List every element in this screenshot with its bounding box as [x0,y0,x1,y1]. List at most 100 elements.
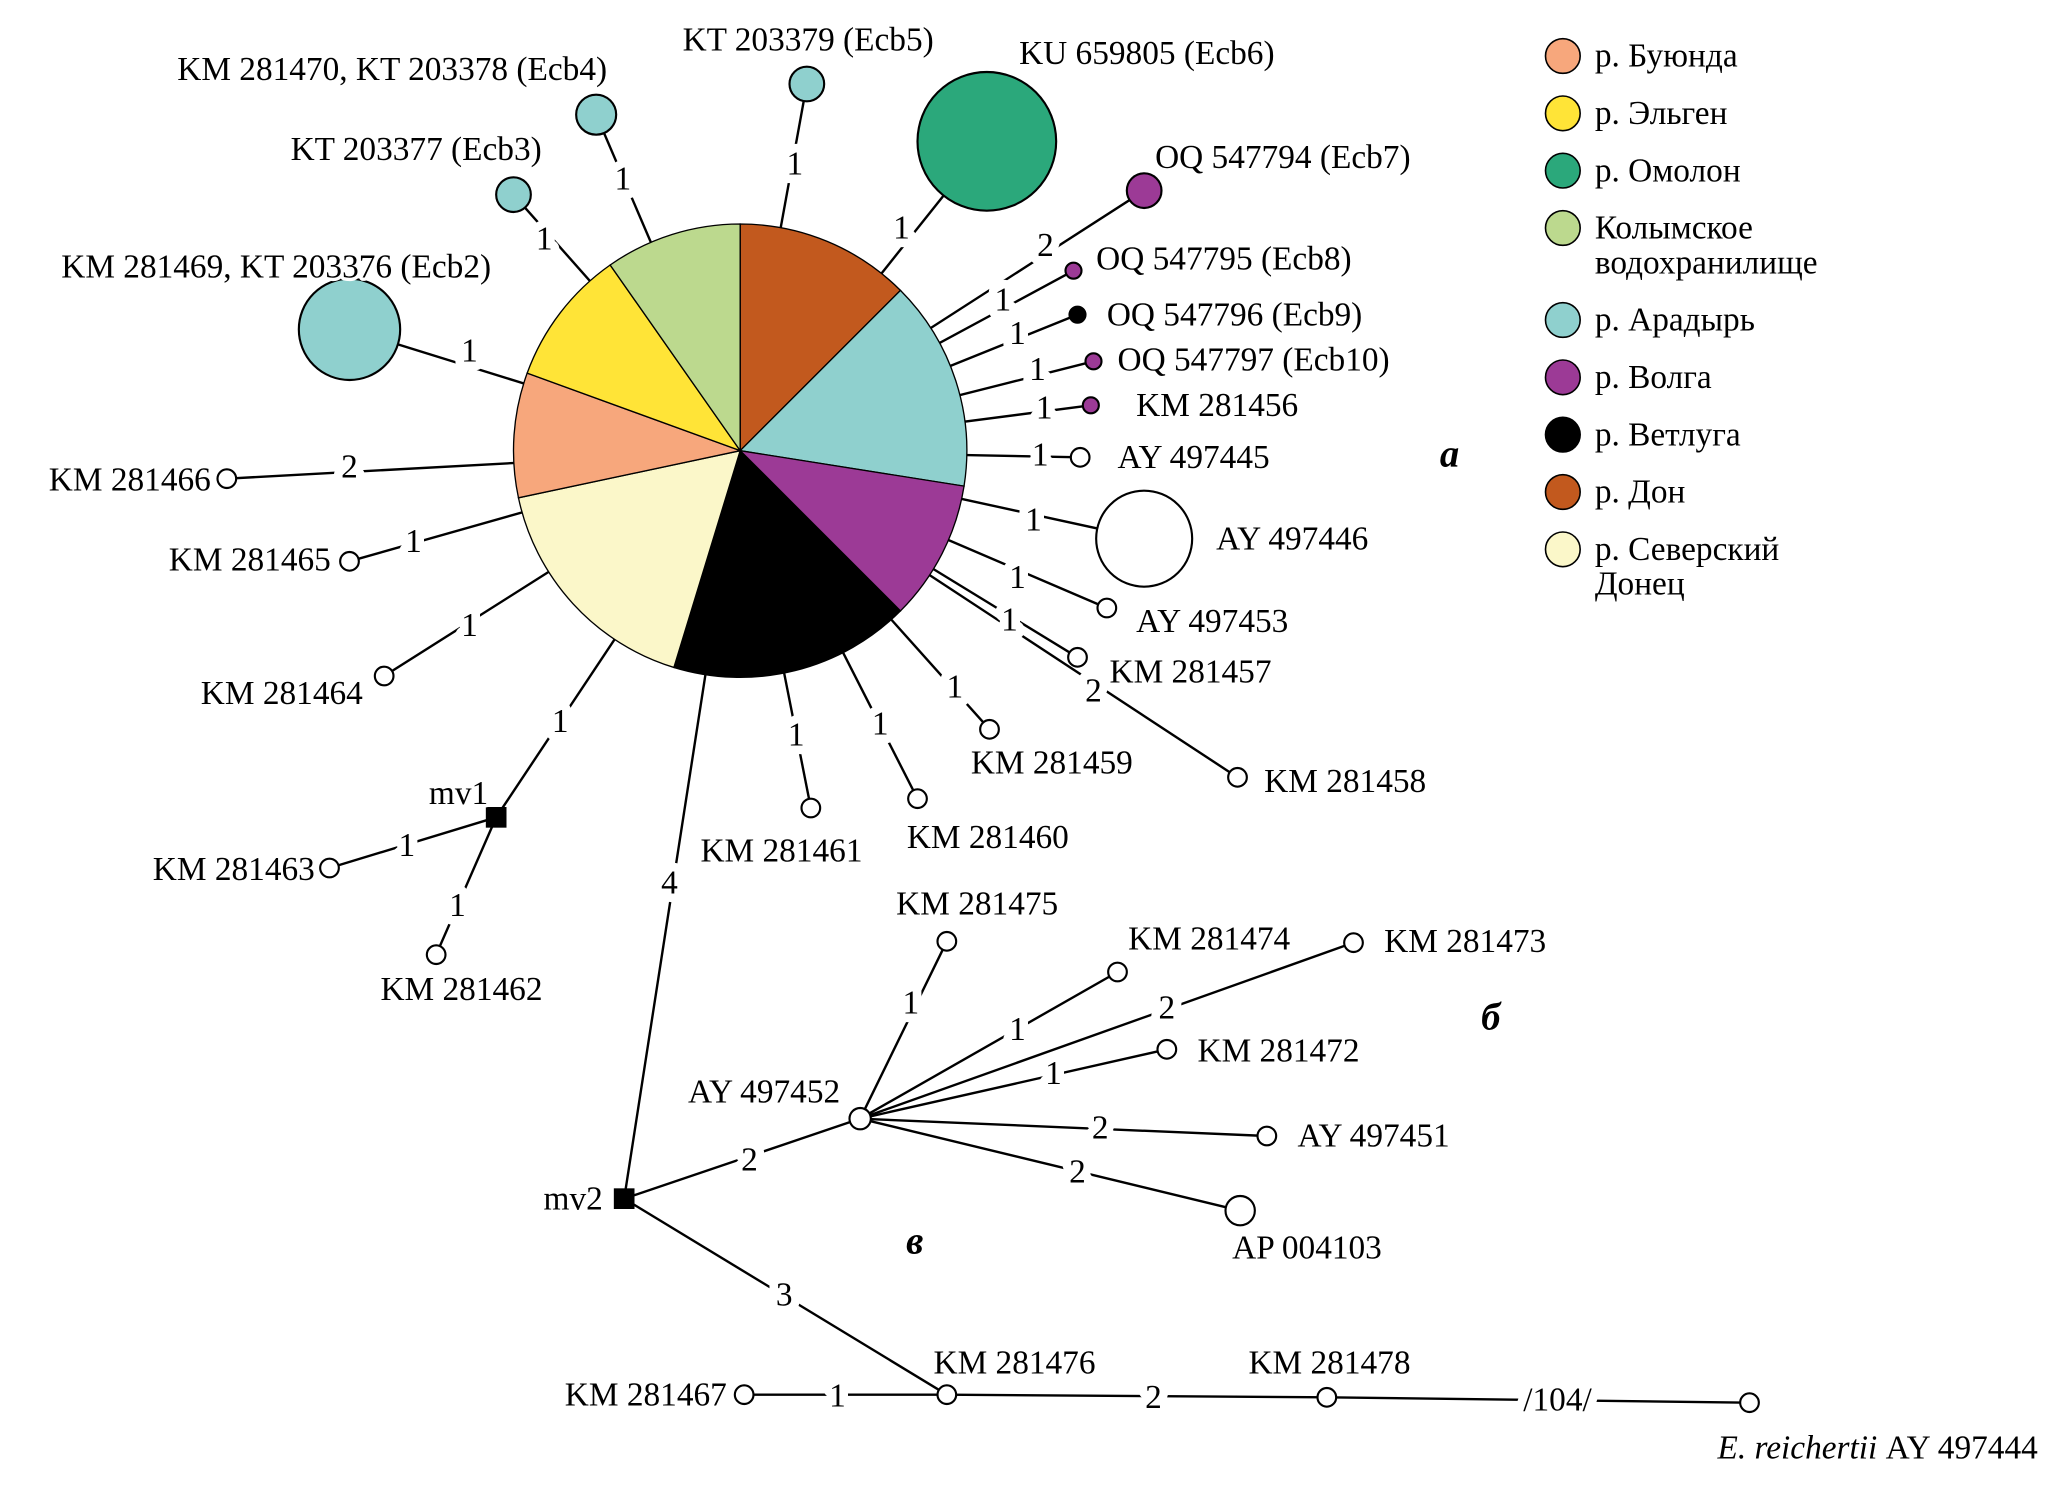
node-km281463 [319,857,340,879]
node-ecb10 [1084,352,1103,371]
node-km281465 [339,550,360,572]
legend-swatch-r-seversky-donets [1544,531,1581,568]
edge-label-ay497452-km281473: 2 [1158,990,1175,1027]
edge-label-pie-ecb8: 1 [994,282,1011,319]
node-km281474 [1107,961,1128,983]
section-label-б: б [1481,996,1502,1038]
node-label-km281478: KM 281478 [1248,1344,1410,1381]
node-km281473 [1343,932,1364,954]
node-ay497453 [1096,597,1118,619]
legend-label-kolymskoe-reservoir-line2: водохранилище [1595,244,1818,281]
edge-label-ay497452-ay497451: 2 [1092,1110,1109,1147]
node-label-km281476: KM 281476 [934,1344,1096,1381]
node-label-km281459: KM 281459 [971,744,1133,781]
node-ap004103 [1224,1194,1256,1227]
edge-label-pie-km281456: 1 [1036,390,1053,427]
legend-label-r-volga: р. Волга [1595,359,1712,396]
node-km281457 [1067,646,1088,668]
node-label-km281460: KM 281460 [907,819,1069,856]
node-ereichertii [1739,1392,1760,1414]
legend-label-kolymskoe-reservoir: Колымское [1595,210,1753,247]
edge-mv1-km281463 [329,816,497,870]
edge-label-km281476-km281478: 2 [1145,1379,1162,1416]
pie-slice-r-volga [738,449,965,612]
edge-ay497452-ap004103 [859,1117,1241,1212]
node-label-km281464: KM 281464 [201,675,363,712]
edge-label-pie-km281459: 1 [946,668,963,705]
pie-slice-r-elgen [526,264,742,453]
edge-label-mv1-km281463: 1 [398,827,415,864]
node-label-km281467: KM 281467 [565,1376,727,1413]
edge-label-ay497452-km281475: 1 [902,984,919,1021]
node-label-km281466: KM 281466 [49,462,211,499]
edge-label-pie-ecb7: 2 [1037,227,1054,264]
legend-label-r-elgen: р. Эльген [1595,95,1728,132]
node-km281475 [936,930,958,952]
node-ecb8 [1064,261,1083,280]
edge-label-pie-km281464: 1 [461,607,478,644]
node-label-km281458: KM 281458 [1264,763,1426,800]
legend-swatch-r-vetluga [1544,416,1581,453]
node-label-ay497445: AY 497445 [1118,439,1270,476]
node-ay497446 [1095,489,1194,588]
edge-mv2-ay497452 [623,1117,861,1200]
legend-swatch-kolymskoe-reservoir [1544,209,1581,247]
section-label-в: в [906,1220,923,1262]
node-label-ecb6: KU 659805 (Ecb6) [1019,35,1274,72]
node-label-km281463: KM 281463 [153,851,315,888]
node-km281462 [425,944,447,966]
edge-label-pie-km281458: 2 [1085,672,1102,709]
node-label-ay497452: AY 497452 [688,1074,840,1111]
node-km281476 [936,1384,958,1406]
node-ecb5 [788,65,826,103]
node-label-ecb3: KT 203377 (Ecb3) [291,131,542,168]
node-label-ecb2: KM 281469, KT 203376 (Ecb2) [61,248,491,285]
edge-label-ay497452-km281472: 1 [1045,1055,1062,1092]
pie-slice-r-vetluga [673,449,902,678]
edge-km281478-ereichertii [1326,1396,1750,1404]
node-km281478 [1316,1386,1338,1408]
node-label-ecb5: KT 203379 (Ecb5) [683,22,934,59]
legend-label-r-don: р. Дон [1595,474,1686,511]
edge-label-pie-ecb5: 1 [786,146,803,183]
node-km281472 [1156,1038,1178,1060]
node-label-km281456: KM 281456 [1136,387,1298,424]
edge-label-pie-ecb3: 1 [536,220,553,257]
legend-swatch-r-omolon [1544,152,1581,189]
node-km281467 [733,1384,755,1406]
node-label-km281474: KM 281474 [1128,920,1290,957]
node-km281466 [216,468,238,490]
node-label-ap004103: AP 004103 [1232,1230,1382,1267]
edge-label-ay497452-ap004103: 2 [1069,1154,1086,1191]
node-label-km281462: KM 281462 [380,971,542,1008]
legend-label-r-aradyr: р. Арадырь [1595,302,1755,339]
node-ay497452 [848,1106,872,1131]
node-label-ecb4: KM 281470, KT 203378 (Ecb4) [177,51,607,88]
node-km281464 [373,665,395,687]
node-label-km281475: KM 281475 [896,886,1058,923]
node-label-km281465: KM 281465 [169,542,331,579]
node-km281456 [1081,396,1100,415]
node-label-km281473: KM 281473 [1384,923,1546,960]
legend-label-r-omolon: р. Омолон [1595,152,1741,189]
node-km281460 [907,788,928,810]
node-km281458 [1227,766,1248,788]
section-label-а: а [1440,434,1459,476]
edge-ay497452-km281475 [859,940,948,1120]
pie-slice-r-aradyr [738,289,968,487]
edge-label-pie-km281457: 1 [1001,602,1018,639]
node-km281461 [800,797,822,819]
edge-ay497452-km281474 [859,970,1119,1120]
node-label-km281461: KM 281461 [700,832,862,869]
legend-label-r-seversky-donets-line2: Донец [1595,566,1685,603]
node-label-km281457: KM 281457 [1110,654,1272,691]
edge-label-km281478-ereichertii: /104/ [1523,1382,1592,1419]
edge-label-mv2-ay497452: 2 [741,1142,758,1179]
node-label-ay497446: AY 497446 [1216,520,1368,557]
node-ecb9 [1068,305,1087,324]
node-ecb7 [1125,172,1163,210]
legend-swatch-r-don [1544,473,1581,511]
node-ecb3 [495,176,532,214]
legend-label-r-vetluga: р. Ветлуга [1595,416,1741,453]
